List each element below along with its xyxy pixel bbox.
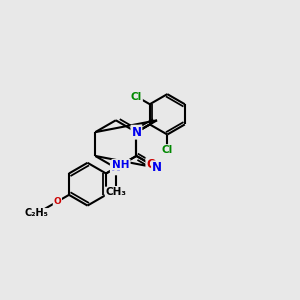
Text: N: N bbox=[111, 161, 121, 174]
Text: Cl: Cl bbox=[131, 92, 142, 101]
Text: Cl: Cl bbox=[162, 145, 173, 155]
Text: NH: NH bbox=[112, 160, 130, 170]
Text: O: O bbox=[146, 158, 156, 171]
Text: N: N bbox=[131, 126, 141, 139]
Text: O: O bbox=[53, 197, 61, 206]
Text: CH₃: CH₃ bbox=[105, 187, 126, 197]
Text: N: N bbox=[152, 161, 162, 174]
Text: C₂H₅: C₂H₅ bbox=[25, 208, 49, 218]
